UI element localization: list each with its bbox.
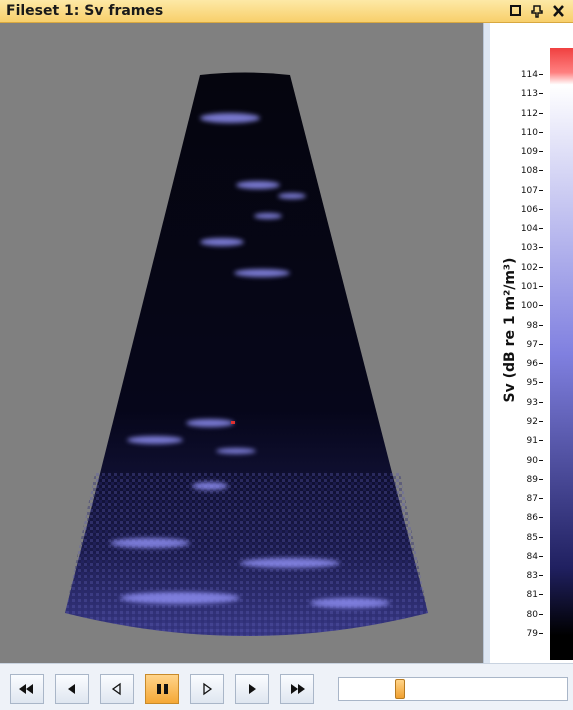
colorbar-tick-label: 84 — [527, 552, 543, 562]
colorbar-tick-label: 81 — [527, 590, 543, 600]
colorbar-tick-label: 92 — [527, 417, 543, 427]
colorbar-tick-label: 97 — [527, 340, 543, 350]
colorbar-tick-label: 83 — [527, 571, 543, 581]
colorbar-tick-label: 89 — [527, 475, 543, 485]
colorbar-tick-label: 104 — [521, 224, 543, 234]
colorbar-tick-label: 102 — [521, 263, 543, 273]
colorbar-tick-label: 114 — [521, 70, 543, 80]
colorbar-label: Sv (dB re 1 m²/m³) — [502, 258, 518, 403]
step-forward-button[interactable] — [190, 674, 224, 704]
colorbar-tick-label: 96 — [527, 359, 543, 369]
colorbar-tick-label: 108 — [521, 166, 543, 176]
echogram-view — [0, 23, 483, 663]
window: Fileset 1: Sv frames — [0, 0, 573, 709]
colorbar-tick-label: 110 — [521, 128, 543, 138]
colorbar-tick-label: 87 — [527, 494, 543, 504]
colorbar-tick-label: 79 — [527, 629, 543, 639]
colorbar-tick-label: 91 — [527, 436, 543, 446]
colorbar-tick-label: 100 — [521, 301, 543, 311]
colorbar-tick-label: 80 — [527, 610, 543, 620]
previous-button[interactable] — [55, 674, 89, 704]
colorbar-tick-label: 107 — [521, 186, 543, 196]
colorbar-tick-label: 106 — [521, 205, 543, 215]
frame-slider[interactable] — [338, 677, 568, 701]
next-button[interactable] — [235, 674, 269, 704]
colorbar-tick-label: 85 — [527, 533, 543, 543]
sonar-image — [0, 23, 483, 663]
first-frame-button[interactable] — [10, 674, 44, 704]
colorbar-tick-label: 112 — [521, 109, 543, 119]
colorbar-tick-label: 93 — [527, 398, 543, 408]
window-title: Fileset 1: Sv frames — [6, 3, 163, 19]
window-controls[interactable] — [510, 4, 570, 18]
colorbar-tick-label: 90 — [527, 456, 543, 466]
colorbar-tick-label: 95 — [527, 378, 543, 388]
slider-thumb[interactable] — [395, 679, 405, 699]
colorbar-tick-label: 101 — [521, 282, 543, 292]
colorbar-tick-label: 103 — [521, 243, 543, 253]
colorbar-tick-label: 86 — [527, 513, 543, 523]
last-frame-button[interactable] — [280, 674, 314, 704]
colorbar-tick-label: 113 — [521, 89, 543, 99]
playback-toolbar — [0, 663, 573, 710]
colorbar-tick-label: 98 — [527, 321, 543, 331]
title-bar: Fileset 1: Sv frames — [0, 0, 573, 23]
colorbar-tick-label: 109 — [521, 147, 543, 157]
step-back-button[interactable] — [100, 674, 134, 704]
colorbar — [550, 48, 573, 660]
pause-button[interactable] — [145, 674, 179, 704]
